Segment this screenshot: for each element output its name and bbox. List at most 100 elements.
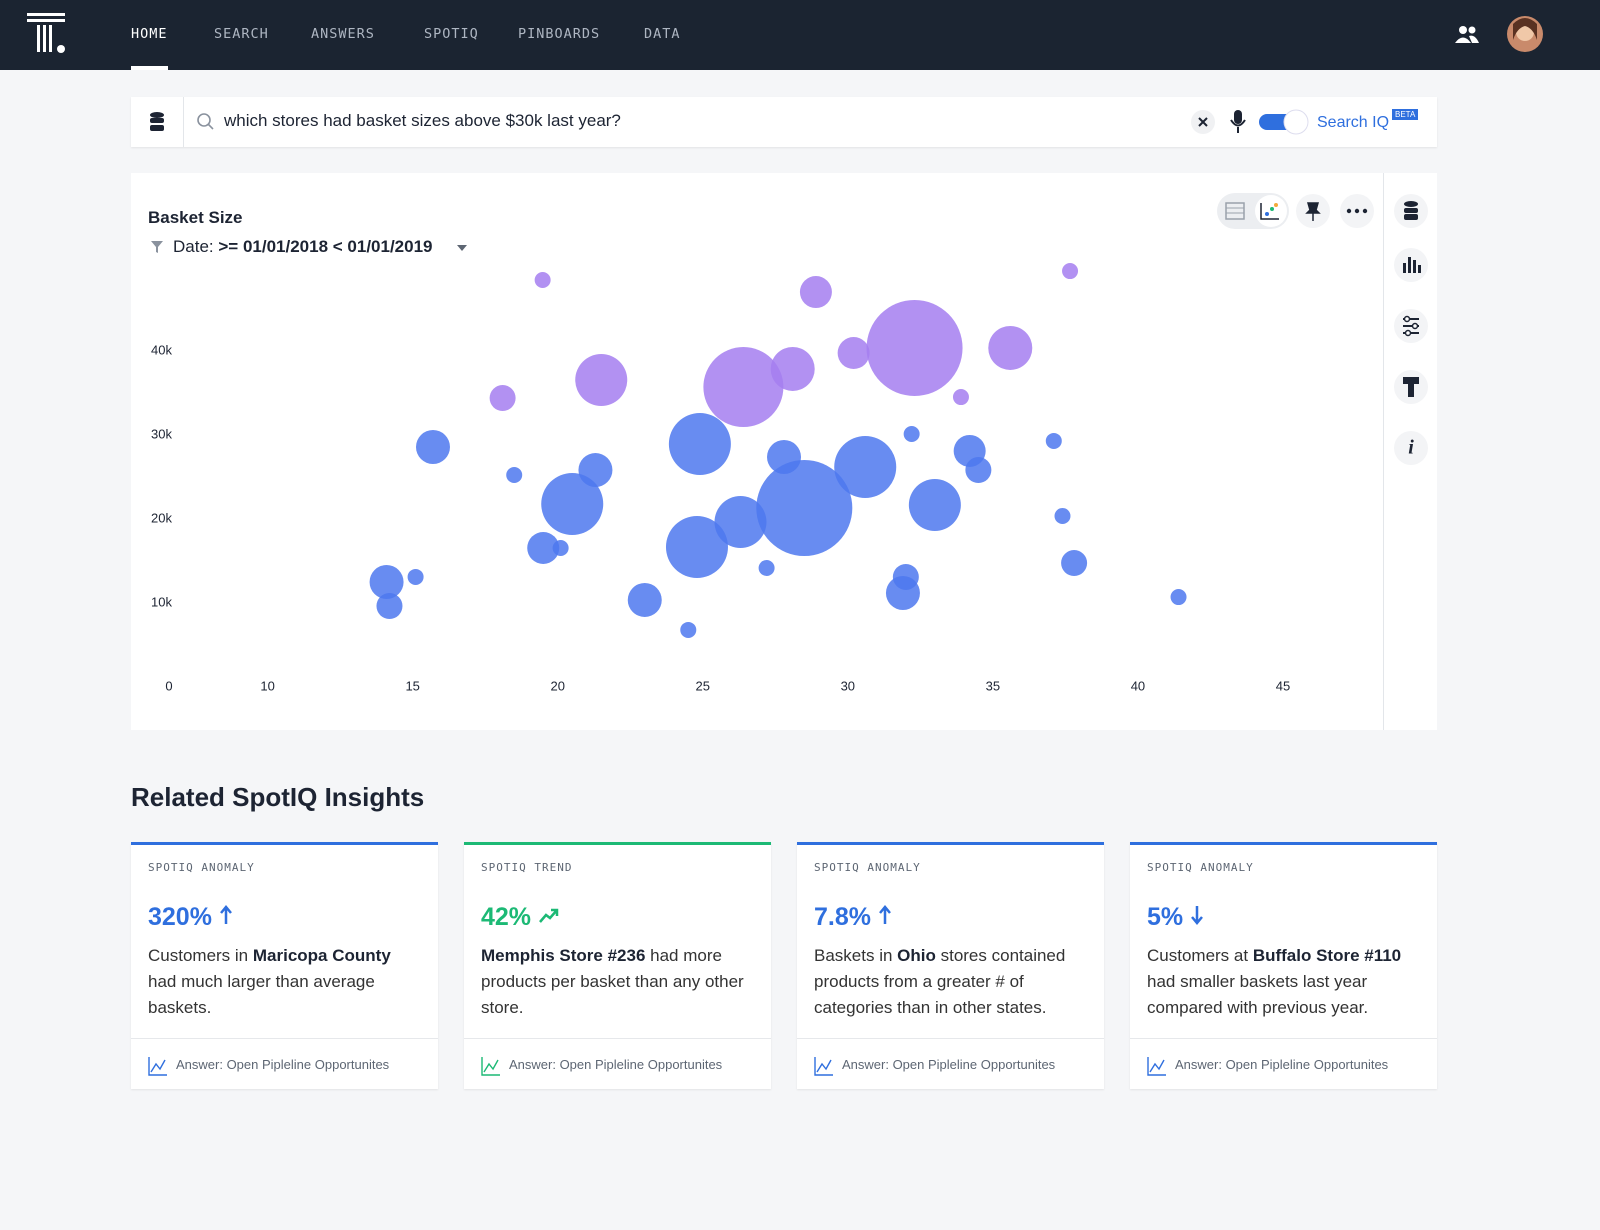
x-tick-label: 40 — [1131, 678, 1145, 693]
bubble — [369, 565, 404, 599]
bubble — [758, 559, 775, 576]
rail-icons: i — [1394, 194, 1428, 465]
x-tick-label: 20 — [550, 678, 564, 693]
card-footer[interactable]: Answer: Open Pipleline Opportunites — [797, 1038, 1104, 1089]
bubble — [668, 412, 731, 475]
body-text: stores contained products from a greater… — [814, 946, 1066, 1017]
bubble — [799, 276, 832, 309]
people-icon[interactable] — [1455, 25, 1481, 45]
bubble — [534, 272, 551, 289]
bubble — [1045, 432, 1062, 449]
y-tick-label: 40k — [151, 342, 172, 357]
data-source-icon[interactable] — [149, 111, 165, 133]
search-query[interactable]: which stores had basket sizes above $30k… — [224, 111, 621, 130]
metric-value: 320% — [148, 903, 212, 931]
card-kind: SPOTIQ ANOMALY — [1147, 861, 1254, 874]
bubble — [837, 337, 870, 370]
nav-item[interactable]: SEARCH — [214, 26, 269, 42]
insight-card[interactable]: SPOTIQ TREND 42% Memphis Store #236 had … — [464, 842, 771, 1089]
rail-data[interactable] — [1394, 194, 1428, 228]
bubble — [376, 593, 403, 620]
origin-label: 0 — [165, 678, 172, 693]
filter-icon — [151, 241, 163, 253]
y-tick-label: 10k — [151, 594, 172, 609]
side-rail: i — [1383, 173, 1437, 730]
nav-item[interactable]: HOME — [131, 26, 168, 42]
bubble — [885, 576, 920, 611]
filter-dropdown[interactable] — [456, 244, 468, 252]
body-text: Customers in — [148, 946, 253, 965]
search-bar: which stores had basket sizes above $30k… — [131, 97, 1437, 147]
card-metric: 42% — [481, 903, 560, 932]
bubble — [506, 466, 523, 483]
bubble-chart: 0 10 15 20 25 30 35 40 45 10k 20k 30k 40k — [151, 263, 1290, 693]
arrow-up — [219, 905, 232, 924]
card-body: Customers in Maricopa County had much la… — [148, 943, 423, 1021]
bubble — [527, 531, 560, 564]
rail-chart[interactable] — [1394, 248, 1428, 282]
filter-value: >= 01/01/2018 < 01/01/2019 — [218, 237, 433, 256]
nav-item[interactable]: DATA — [644, 26, 681, 42]
bubble — [665, 515, 728, 578]
answer-icon — [1147, 1057, 1166, 1076]
footer-text: Answer: Open Pipleline Opportunites — [1175, 1057, 1389, 1072]
y-tick-label: 20k — [151, 510, 172, 525]
card-body: Memphis Store #236 had more products per… — [481, 943, 756, 1021]
bubble — [541, 472, 604, 535]
card-metric: 5% — [1147, 903, 1204, 932]
answer-icon — [814, 1057, 833, 1076]
mic-icon[interactable] — [1229, 109, 1247, 135]
filter-label: Date: — [173, 237, 214, 256]
x-tick-label: 35 — [986, 678, 1000, 693]
body-text: had smaller baskets last year compared w… — [1147, 972, 1369, 1017]
filter[interactable]: Date: >= 01/01/2018 < 01/01/2019 — [173, 237, 433, 257]
rail-settings[interactable] — [1394, 309, 1428, 343]
card-kind: SPOTIQ TREND — [481, 861, 573, 874]
body-text: Baskets in — [814, 946, 898, 965]
bubble — [1170, 589, 1187, 606]
active-indicator — [131, 66, 168, 70]
logo[interactable] — [27, 13, 67, 55]
x-tick-label: 10 — [260, 678, 274, 693]
bubble — [1061, 550, 1088, 577]
card-footer[interactable]: Answer: Open Pipleline Opportunites — [464, 1038, 771, 1089]
bubble — [407, 568, 424, 585]
card-body: Customers at Buffalo Store #110 had smal… — [1147, 943, 1422, 1021]
card-footer[interactable]: Answer: Open Pipleline Opportunites — [131, 1038, 438, 1089]
rail-format[interactable] — [1394, 370, 1428, 404]
bubble — [834, 436, 897, 499]
footer-text: Answer: Open Pipleline Opportunites — [842, 1057, 1056, 1072]
toggle-label[interactable]: Search IQ — [1317, 114, 1390, 131]
x-tick-label: 45 — [1276, 678, 1290, 693]
insight-card[interactable]: SPOTIQ ANOMALY 7.8% Baskets in Ohio stor… — [797, 842, 1104, 1089]
insight-card[interactable]: SPOTIQ ANOMALY 320% Customers in Maricop… — [131, 842, 438, 1089]
insight-card[interactable]: SPOTIQ ANOMALY 5% Customers at Buffalo S… — [1130, 842, 1437, 1089]
bubble — [1054, 507, 1071, 524]
card-kind: SPOTIQ ANOMALY — [814, 861, 921, 874]
body-text: had more products per basket than any ot… — [481, 946, 744, 1017]
x-tick-label: 25 — [696, 678, 710, 693]
rail-info[interactable]: i — [1394, 431, 1428, 465]
avatar[interactable] — [1507, 16, 1543, 52]
metric-value: 7.8% — [814, 903, 871, 931]
nav-item[interactable]: PINBOARDS — [518, 26, 601, 42]
bubble — [952, 389, 969, 406]
footer-text: Answer: Open Pipleline Opportunites — [509, 1057, 723, 1072]
bubble — [903, 425, 920, 442]
card-footer[interactable]: Answer: Open Pipleline Opportunites — [1130, 1038, 1437, 1089]
answer-icon — [148, 1057, 167, 1076]
nav-item[interactable]: ANSWERS — [311, 26, 375, 42]
bubble — [908, 478, 961, 531]
nav-item[interactable]: SPOTIQ — [424, 26, 479, 42]
svg-text:i: i — [1408, 437, 1414, 459]
y-tick-label: 30k — [151, 426, 172, 441]
body-strong: Buffalo Store #110 — [1252, 946, 1402, 965]
bubble — [866, 299, 963, 396]
toggle[interactable] — [1258, 108, 1310, 136]
bubble — [988, 325, 1033, 370]
beta-badge: BETA — [1392, 109, 1419, 120]
arrow-up — [878, 905, 891, 924]
card-metric: 320% — [148, 903, 233, 932]
bubble — [415, 430, 450, 465]
clear-button[interactable] — [1191, 110, 1215, 134]
